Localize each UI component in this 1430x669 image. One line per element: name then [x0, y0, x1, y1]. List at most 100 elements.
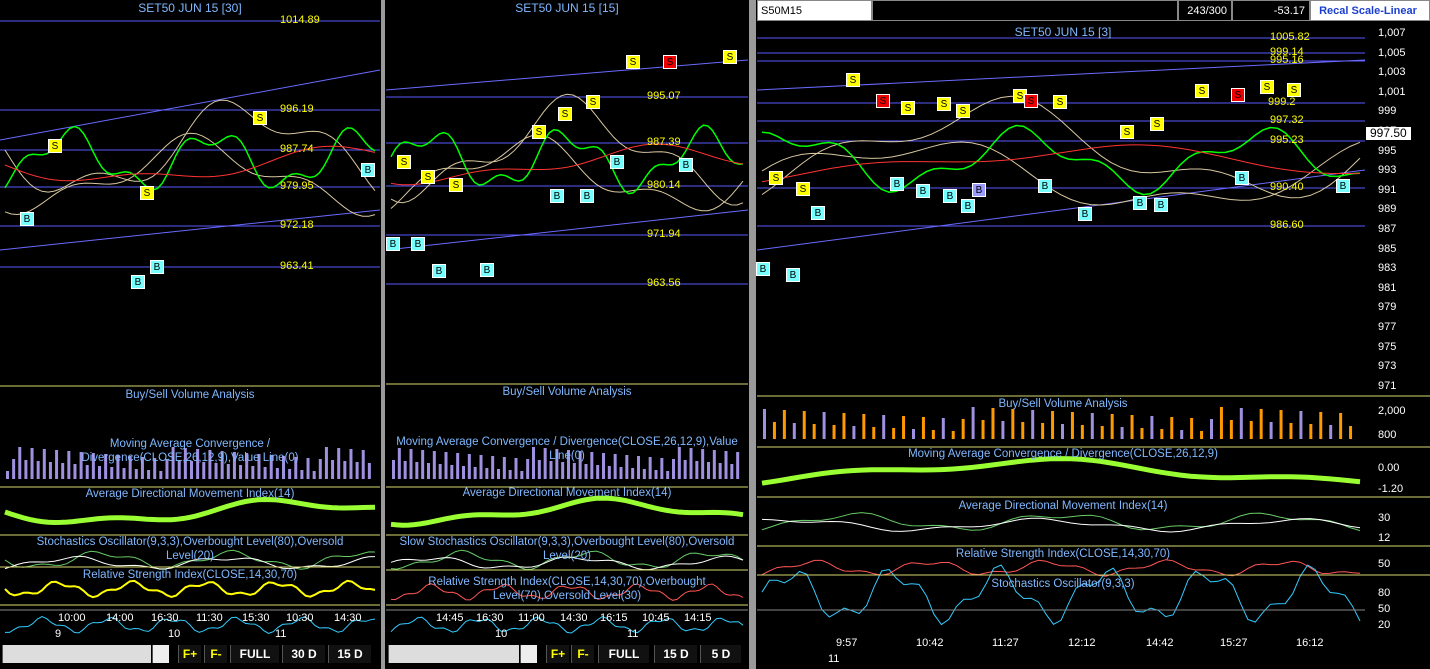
signal-marker: S — [1260, 80, 1274, 94]
volume-bar — [257, 454, 261, 479]
price-label: 979.95 — [280, 180, 314, 192]
y-axis-label: 20 — [1378, 619, 1391, 631]
oscillator — [761, 564, 1361, 626]
signal-marker: S — [48, 139, 62, 153]
signal-marker: S — [626, 55, 640, 69]
toolbar-button[interactable]: F+ — [546, 645, 569, 663]
volume-bar — [30, 448, 34, 479]
panel-title: SET50 JUN 15 [30] — [138, 1, 242, 15]
volume-bar — [337, 448, 341, 479]
signal-marker: B — [943, 189, 957, 203]
volume-bar — [1150, 416, 1154, 439]
volume-bar — [177, 460, 181, 479]
price-label: 1005.82 — [1270, 31, 1310, 43]
price-label: 971.94 — [647, 228, 681, 240]
volume-bar — [397, 448, 401, 479]
volume-bar — [349, 449, 353, 479]
indicator-title: Average Directional Movement Index(14) — [958, 500, 1168, 512]
symbol-select[interactable]: S50M15 — [757, 0, 872, 21]
volume-bar — [951, 431, 955, 439]
volume-bar — [1120, 427, 1124, 439]
toolbar-button[interactable]: 15 D — [654, 645, 697, 663]
toolbar-button[interactable]: F+ — [178, 645, 201, 663]
volume-bar — [526, 459, 530, 479]
volume-bar — [110, 467, 114, 479]
volume-bar — [689, 448, 693, 479]
signal-marker: S — [558, 107, 572, 121]
signal-marker: B — [916, 184, 930, 198]
volume-bar — [724, 451, 728, 479]
volume-bar — [981, 420, 985, 439]
signal-marker: S — [532, 125, 546, 139]
signal-marker: S — [449, 178, 463, 192]
signal-marker: S — [1024, 94, 1038, 108]
volume-bar — [712, 450, 716, 479]
counter: 243/300 — [1178, 0, 1232, 21]
volume-bar — [802, 411, 806, 439]
volume-bar — [220, 451, 224, 479]
moving-average — [761, 144, 1361, 183]
volume-bar — [462, 466, 465, 479]
volume-bar — [239, 465, 243, 479]
volume-bar — [294, 457, 298, 479]
y-axis-label: 50 — [1378, 558, 1391, 570]
toolbar-button[interactable]: FULL — [598, 645, 649, 663]
toolbar-button[interactable]: F- — [204, 645, 227, 663]
volume-bar — [61, 463, 65, 479]
volume-bar — [343, 461, 347, 479]
volume-bar — [543, 448, 547, 479]
volume-bar — [1011, 409, 1015, 439]
volume-bar — [660, 458, 664, 479]
scale-button[interactable]: Recal Scale-Linear — [1310, 0, 1430, 21]
time-label: 11:30 — [196, 612, 223, 624]
volume-bar — [444, 452, 448, 479]
volume-bar — [718, 463, 722, 479]
volume-bar — [159, 471, 163, 479]
price-label: 999.14 — [1270, 46, 1304, 58]
toolbar-button[interactable]: F- — [571, 645, 594, 663]
signal-marker: S — [1120, 125, 1134, 139]
trend-line — [0, 209, 381, 251]
y-axis-label: 30 — [1378, 512, 1391, 524]
volume-bar — [467, 454, 471, 479]
volume-bar — [1299, 411, 1303, 439]
oscillator — [390, 583, 744, 601]
panel-title: SET50 JUN 15 [3] — [1014, 25, 1112, 39]
time-label: 10:00 — [58, 612, 86, 624]
volume-bar — [882, 415, 886, 439]
volume-bar — [1319, 412, 1323, 439]
signal-marker: B — [961, 199, 975, 213]
volume-bar — [331, 460, 335, 479]
volume-bar — [282, 456, 285, 479]
volume-bar — [648, 457, 652, 479]
indicator-title: Stochastics Oscillator(9,3,3) — [991, 578, 1135, 590]
volume-bar — [79, 452, 83, 479]
signal-marker: S — [1287, 83, 1301, 97]
time-label: 14:30 — [334, 612, 362, 624]
volume-bar — [707, 462, 710, 479]
date-label: 9 — [55, 628, 62, 640]
volume-bar — [67, 451, 71, 479]
price-label: 987.39 — [647, 136, 681, 148]
volume-bar — [1001, 421, 1005, 439]
volume-bar — [892, 428, 896, 439]
adx — [761, 512, 1361, 532]
band — [4, 99, 376, 193]
toolbar-button[interactable]: 5 D — [700, 645, 741, 663]
toolbar-button[interactable]: 30 D — [282, 645, 325, 663]
price-line — [761, 124, 1361, 196]
oscillator — [5, 616, 376, 634]
signal-marker: S — [937, 97, 951, 111]
volume-bar — [637, 456, 640, 479]
scroll-arrow[interactable] — [520, 645, 537, 663]
y-axis-label: 1,007 — [1378, 27, 1406, 39]
toolbar-button[interactable]: 15 D — [328, 645, 371, 663]
volume-bar — [596, 465, 600, 479]
scroll-arrow[interactable] — [152, 645, 169, 663]
volume-bar — [232, 452, 236, 479]
volume-bar — [6, 471, 9, 479]
header-field — [872, 0, 1178, 21]
change: -53.17 — [1232, 0, 1310, 21]
toolbar-button[interactable]: FULL — [230, 645, 279, 663]
